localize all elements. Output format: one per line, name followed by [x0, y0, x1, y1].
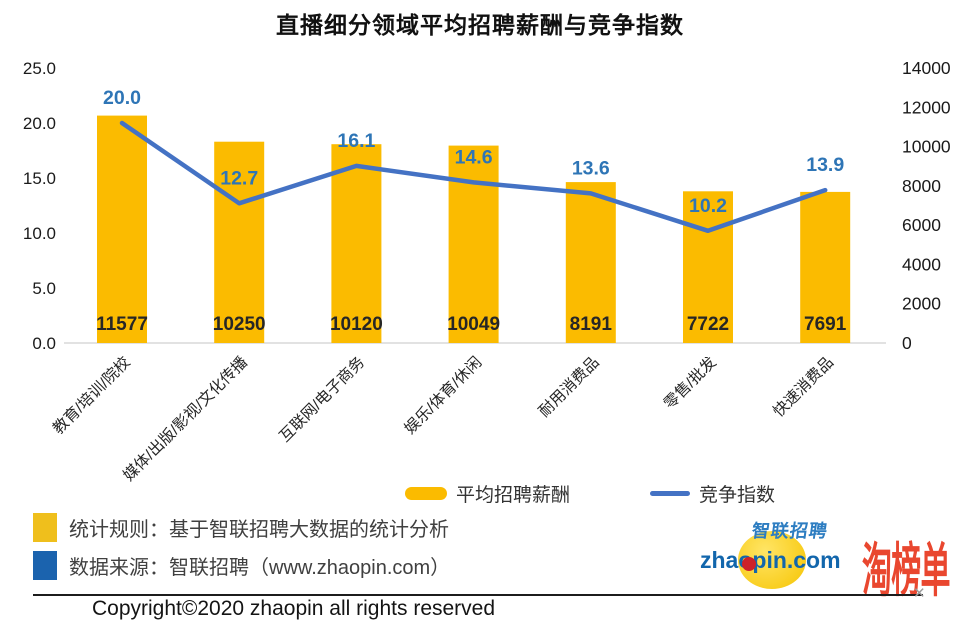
svg-text:4000: 4000	[902, 254, 941, 274]
svg-text:6000: 6000	[902, 215, 941, 235]
svg-text:10.2: 10.2	[689, 195, 727, 217]
footer-divider	[33, 594, 923, 596]
svg-text:2000: 2000	[902, 294, 941, 314]
svg-text:16.1: 16.1	[337, 130, 375, 152]
svg-text:教育/培训/院校: 教育/培训/院校	[49, 352, 134, 437]
note-row-rule: 统计规则：基于智联招聘大数据的统计分析	[33, 513, 450, 542]
svg-text:8191: 8191	[570, 314, 613, 335]
svg-text:12000: 12000	[902, 97, 951, 117]
svg-text:10.0: 10.0	[23, 224, 56, 243]
svg-text:10250: 10250	[213, 314, 266, 335]
svg-text:0: 0	[902, 333, 912, 353]
yellow-square-icon	[33, 513, 57, 542]
chart-legend: 平均招聘薪酬 竞争指数	[405, 480, 775, 507]
svg-text:20.0: 20.0	[103, 87, 141, 109]
svg-text:13.9: 13.9	[806, 154, 844, 176]
svg-text:12.7: 12.7	[220, 167, 258, 189]
zhaopin-logo-domain-text: zhaopin.com	[700, 547, 841, 573]
legend-label-salary: 平均招聘薪酬	[456, 485, 571, 506]
svg-text:14000: 14000	[902, 58, 951, 78]
zhaopin-logo-cn-text: 智联招聘	[750, 521, 830, 541]
svg-text:14.6: 14.6	[455, 146, 493, 168]
taobangdan-logo: 淘榜单	[862, 539, 951, 604]
svg-text:媒体/出版/影视/文化传播: 媒体/出版/影视/文化传播	[120, 353, 252, 485]
svg-text:7722: 7722	[687, 314, 729, 335]
bar-series-swatch	[405, 487, 447, 500]
line-series-swatch	[650, 491, 691, 496]
svg-text:8000: 8000	[902, 176, 941, 196]
svg-text:25.0: 25.0	[23, 59, 56, 78]
zhaopin-logo-red-dot-icon	[742, 557, 756, 571]
svg-text:10000: 10000	[902, 137, 951, 157]
svg-text:20.0: 20.0	[23, 114, 56, 133]
zhaopin-logo: 智联招聘 zhaopin.com	[698, 517, 876, 595]
svg-text:11577: 11577	[96, 314, 148, 335]
svg-text:10120: 10120	[330, 314, 383, 335]
svg-text:15.0: 15.0	[23, 169, 56, 188]
svg-text:互联网/电子商务: 互联网/电子商务	[276, 353, 368, 445]
legend-item-salary: 平均招聘薪酬	[405, 480, 570, 507]
svg-text:零售/批发: 零售/批发	[660, 353, 720, 413]
copyright-text: Copyright©2020 zhaopin all rights reserv…	[92, 597, 496, 620]
svg-text:10049: 10049	[447, 314, 500, 335]
note-text-rule: 统计规则：基于智联招聘大数据的统计分析	[69, 519, 449, 541]
svg-text:0.0: 0.0	[32, 334, 56, 353]
combo-chart-canvas: 25.0 20.0 15.0 10.0 5.0 0.0 14000 12000 10000 800…	[23, 58, 951, 485]
svg-text:耐用消费品: 耐用消费品	[535, 353, 603, 421]
legend-item-index: 竞争指数	[650, 480, 775, 507]
svg-text:5.0: 5.0	[32, 279, 56, 298]
svg-text:快速消费品: 快速消费品	[769, 353, 837, 421]
legend-label-index: 竞争指数	[699, 485, 776, 506]
blue-square-icon	[33, 551, 57, 580]
svg-text:娱乐/体育/休闲: 娱乐/体育/休闲	[401, 353, 486, 438]
page-title: 直播细分领域平均招聘薪酬与竞争指数	[276, 12, 684, 38]
svg-text:13.6: 13.6	[572, 157, 610, 179]
divider-end-mark-icon: ✕	[913, 585, 926, 602]
footnotes: 统计规则：基于智联招聘大数据的统计分析 数据来源：智联招聘（www.zhaopi…	[33, 513, 450, 589]
svg-text:7691: 7691	[804, 314, 847, 335]
note-text-source: 数据来源：智联招聘（www.zhaopin.com）	[69, 557, 451, 579]
note-row-source: 数据来源：智联招聘（www.zhaopin.com）	[33, 551, 450, 580]
